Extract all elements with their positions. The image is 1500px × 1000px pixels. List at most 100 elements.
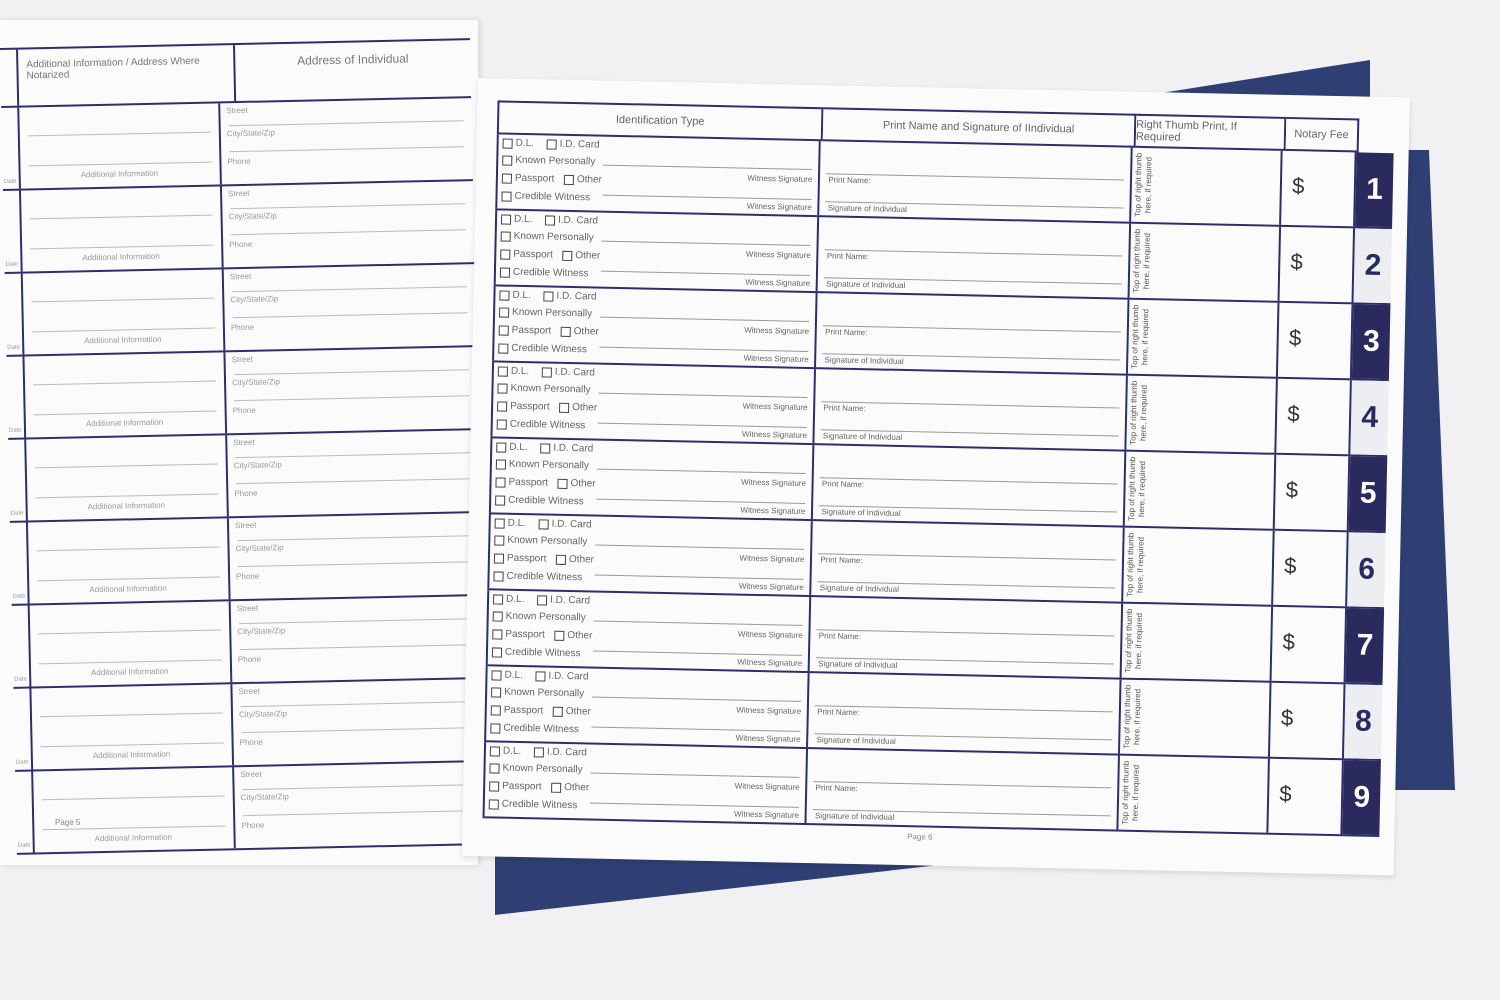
checkbox-passport[interactable]: Passport	[501, 173, 554, 185]
additional-info-cell[interactable]: Additional Information	[29, 601, 233, 687]
checkbox-other[interactable]: Other	[551, 782, 589, 793]
date-cell[interactable]: Date	[15, 771, 35, 853]
checkbox-credible[interactable]: Credible Witness	[498, 342, 587, 355]
checkbox-passport[interactable]: Passport	[493, 552, 547, 565]
checkbox-known[interactable]: Known Personally	[491, 686, 584, 699]
date-cell[interactable]: Date	[8, 439, 28, 521]
additional-info-cell[interactable]: Additional Information	[31, 684, 235, 770]
checkbox-dl[interactable]: D.L.	[494, 517, 526, 529]
checkbox-credible[interactable]: Credible Witness	[491, 646, 581, 659]
address-cell[interactable]: Street City/State/Zip Phone	[220, 98, 473, 184]
address-cell[interactable]: Street City/State/Zip Phone	[222, 181, 475, 267]
checkbox-passport[interactable]: Passport	[490, 704, 543, 717]
print-name-cell[interactable]: Print Name: Signature of Individual	[806, 749, 1120, 830]
checkbox-other[interactable]: Other	[557, 478, 596, 490]
notary-fee-cell[interactable]: $	[1279, 226, 1356, 303]
checkbox-known[interactable]: Known Personally	[495, 458, 589, 471]
date-cell[interactable]: Date	[4, 273, 25, 355]
address-cell[interactable]: Street City/State/Zip Phone	[227, 430, 480, 516]
checkbox-dl[interactable]: D.L.	[497, 365, 529, 377]
checkbox-dl[interactable]: D.L.	[492, 593, 525, 605]
checkbox-passport[interactable]: Passport	[489, 780, 542, 792]
date-cell[interactable]: Date	[9, 522, 30, 604]
thumbprint-cell[interactable]: Top of right thumb here, if required	[1131, 147, 1283, 225]
additional-info-cell[interactable]: Additional Information	[26, 435, 229, 521]
notary-fee-cell[interactable]: $	[1268, 758, 1345, 835]
print-name-cell[interactable]: Print Name: Signature of Individual	[811, 521, 1125, 602]
print-name-cell[interactable]: Print Name: Signature of Individual	[814, 369, 1128, 450]
notary-fee-cell[interactable]: $	[1278, 302, 1354, 379]
checkbox-passport[interactable]: Passport	[497, 400, 550, 413]
thumbprint-cell[interactable]: Top of right thumb here, if required	[1124, 451, 1277, 529]
checkbox-known[interactable]: Known Personally	[500, 231, 594, 243]
address-cell[interactable]: Street City/State/Zip Phone	[225, 347, 478, 433]
checkbox-other[interactable]: Other	[555, 554, 594, 566]
checkbox-passport[interactable]: Passport	[492, 628, 545, 641]
print-name-cell[interactable]: Print Name: Signature of Individual	[808, 673, 1122, 754]
address-cell[interactable]: Street City/State/Zip Phone	[234, 762, 487, 848]
notary-fee-cell[interactable]: $	[1274, 454, 1351, 531]
checkbox-dl[interactable]: D.L.	[502, 138, 534, 149]
checkbox-other[interactable]: Other	[554, 630, 592, 642]
address-cell[interactable]: Street City/State/Zip Phone	[224, 264, 477, 350]
thumbprint-cell[interactable]: Top of right thumb here, if required	[1121, 603, 1274, 681]
checkbox-known[interactable]: Known Personally	[497, 382, 591, 395]
additional-info-cell[interactable]: Additional Information	[27, 518, 231, 604]
checkbox-other[interactable]: Other	[560, 326, 599, 338]
additional-info-cell[interactable]: Additional Information	[24, 352, 228, 438]
checkbox-dl[interactable]: D.L.	[496, 441, 528, 453]
checkbox-credible[interactable]: Credible Witness	[488, 798, 577, 811]
checkbox-other[interactable]: Other	[559, 402, 597, 414]
address-cell[interactable]: Street City/State/Zip Phone	[232, 679, 485, 765]
checkbox-known[interactable]: Known Personally	[492, 610, 586, 623]
checkbox-id_card[interactable]: I.D. Card	[541, 366, 595, 379]
address-cell[interactable]: Street City/State/Zip Phone	[229, 513, 482, 599]
notary-fee-cell[interactable]: $	[1270, 682, 1346, 759]
date-cell[interactable]: Date	[11, 605, 32, 687]
thumbprint-cell[interactable]: Top of right thumb here, if required	[1129, 223, 1282, 301]
address-cell[interactable]: Street City/State/Zip Phone	[231, 596, 484, 682]
checkbox-other[interactable]: Other	[563, 174, 602, 186]
checkbox-credible[interactable]: Credible Witness	[496, 418, 585, 431]
checkbox-id_card[interactable]: I.D. Card	[533, 746, 587, 758]
thumbprint-cell[interactable]: Top of right thumb here, if required	[1118, 755, 1271, 833]
notary-fee-cell[interactable]: $	[1276, 378, 1353, 455]
checkbox-dl[interactable]: D.L.	[500, 214, 533, 225]
thumbprint-cell[interactable]: Top of right thumb here, if required	[1126, 375, 1279, 453]
date-cell[interactable]: Date	[2, 190, 23, 272]
checkbox-credible[interactable]: Credible Witness	[501, 191, 590, 203]
checkbox-id_card[interactable]: I.D. Card	[535, 670, 589, 682]
print-name-cell[interactable]: Print Name: Signature of Individual	[819, 141, 1133, 222]
checkbox-dl[interactable]: D.L.	[499, 289, 531, 301]
date-cell[interactable]: Date	[1, 107, 21, 189]
checkbox-known[interactable]: Known Personally	[498, 306, 592, 319]
checkbox-id_card[interactable]: I.D. Card	[536, 594, 590, 606]
checkbox-credible[interactable]: Credible Witness	[495, 494, 584, 507]
checkbox-known[interactable]: Known Personally	[489, 762, 583, 775]
checkbox-credible[interactable]: Credible Witness	[493, 570, 582, 583]
thumbprint-cell[interactable]: Top of right thumb here, if required	[1127, 299, 1280, 377]
checkbox-id_card[interactable]: I.D. Card	[540, 442, 593, 454]
additional-info-cell[interactable]: Additional Information	[20, 186, 224, 272]
notary-fee-cell[interactable]: $	[1281, 150, 1358, 227]
checkbox-known[interactable]: Known Personally	[494, 534, 587, 547]
notary-fee-cell[interactable]: $	[1273, 530, 1350, 607]
print-name-cell[interactable]: Print Name: Signature of Individual	[816, 293, 1130, 374]
checkbox-id_card[interactable]: I.D. Card	[543, 290, 597, 303]
thumbprint-cell[interactable]: Top of right thumb here, if required	[1123, 527, 1275, 605]
checkbox-passport[interactable]: Passport	[498, 324, 551, 337]
date-cell[interactable]: Date	[6, 356, 27, 438]
checkbox-other[interactable]: Other	[552, 706, 591, 717]
additional-info-cell[interactable]: Additional Information	[19, 103, 222, 189]
print-name-cell[interactable]: Print Name: Signature of Individual	[818, 217, 1131, 298]
checkbox-id_card[interactable]: I.D. Card	[546, 138, 600, 151]
thumbprint-cell[interactable]: Top of right thumb here, if required	[1119, 679, 1272, 757]
checkbox-dl[interactable]: D.L.	[491, 669, 523, 681]
additional-info-cell[interactable]: Additional Information	[33, 767, 236, 853]
additional-info-cell[interactable]: Additional Information	[22, 269, 226, 355]
checkbox-passport[interactable]: Passport	[495, 476, 548, 489]
print-name-cell[interactable]: Print Name: Signature of Individual	[810, 597, 1124, 678]
checkbox-credible[interactable]: Credible Witness	[490, 722, 579, 735]
checkbox-other[interactable]: Other	[562, 250, 600, 262]
checkbox-credible[interactable]: Credible Witness	[499, 267, 589, 279]
